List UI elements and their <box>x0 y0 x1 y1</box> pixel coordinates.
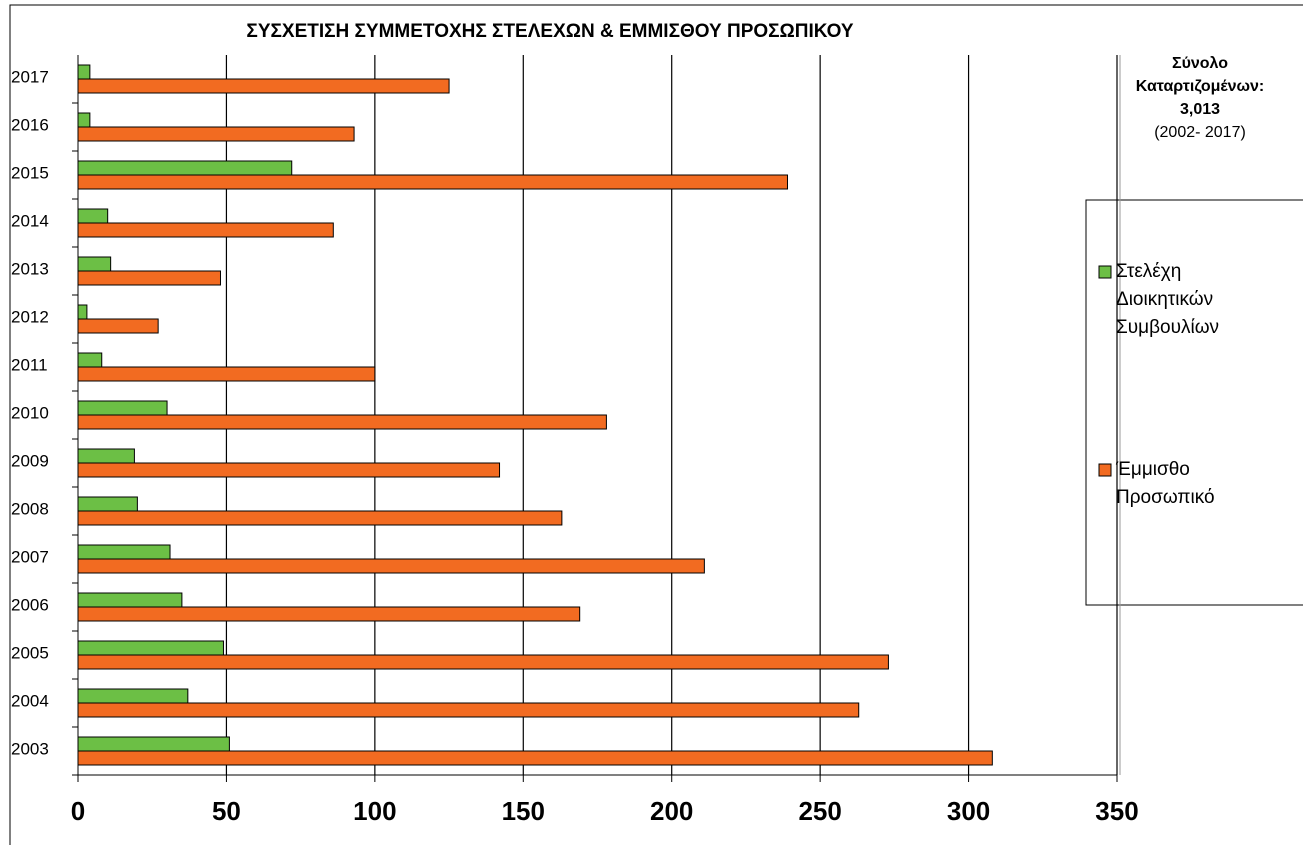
bar <box>77 352 103 368</box>
legend-swatch <box>1098 265 1112 279</box>
y-tick-label: 2006 <box>11 595 49 614</box>
bar <box>77 750 993 766</box>
bar <box>77 702 860 718</box>
bar <box>77 688 189 704</box>
chart-frame <box>9 4 1303 845</box>
y-tick-label: 2013 <box>11 259 49 278</box>
y-tick-label: 2016 <box>11 115 49 134</box>
bar <box>77 462 501 478</box>
y-tick-label: 2010 <box>11 403 49 422</box>
bar <box>77 400 168 416</box>
bar <box>77 256 112 272</box>
legend-label: Στελέχη Διοικητικών Συμβουλίων <box>1116 261 1219 338</box>
y-tick-label: 2007 <box>11 547 49 566</box>
bar <box>77 558 705 574</box>
x-tick-label: 100 <box>353 796 396 826</box>
bar <box>77 606 581 622</box>
x-tick-label: 200 <box>650 796 693 826</box>
y-tick-label: 2011 <box>11 355 48 374</box>
y-tick-label: 2009 <box>11 451 49 470</box>
x-tick-label: 50 <box>212 796 241 826</box>
bar <box>77 640 224 656</box>
bar <box>77 496 138 512</box>
y-tick-label: 2014 <box>11 211 49 230</box>
y-tick-label: 2005 <box>11 643 49 662</box>
bar <box>77 112 91 128</box>
y-tick-label: 2015 <box>11 163 49 182</box>
bar <box>77 510 563 526</box>
bar <box>77 160 293 176</box>
legend-label: Έμμισθο Προσωπικό <box>1115 459 1215 508</box>
x-tick-label: 0 <box>71 796 85 826</box>
x-tick-label: 250 <box>798 796 841 826</box>
annotation: (2002- 2017) <box>1154 124 1246 141</box>
annotation: Καταρτιζομένων: <box>1136 78 1264 95</box>
x-tick-label: 150 <box>502 796 545 826</box>
bar <box>77 654 889 670</box>
bar <box>77 174 788 190</box>
y-tick-label: 2012 <box>11 307 49 326</box>
bar <box>77 270 221 286</box>
bar <box>77 736 230 752</box>
bar <box>77 126 355 142</box>
bar <box>77 414 607 430</box>
x-tick-label: 350 <box>1095 796 1138 826</box>
y-tick-label: 2004 <box>11 691 49 710</box>
y-tick-label: 2008 <box>11 499 49 518</box>
bar <box>77 318 159 334</box>
legend-swatch <box>1098 463 1112 477</box>
bar <box>77 222 334 238</box>
bar <box>77 64 91 80</box>
bar <box>77 78 450 94</box>
y-tick-label: 2003 <box>11 739 49 758</box>
y-tick-label: 2017 <box>11 67 49 86</box>
bar <box>77 366 376 382</box>
bar <box>77 544 171 560</box>
x-tick-label: 300 <box>947 796 990 826</box>
bar <box>77 448 135 464</box>
annotation: Σύνολο <box>1172 55 1228 72</box>
bar <box>77 208 109 224</box>
bar <box>77 592 183 608</box>
chart-title: ΣΥΣΧΕΤΙΣΗ ΣΥΜΜΕΤΟΧΗΣ ΣΤΕΛΕΧΩΝ & ΕΜΜΙΣΘΟΥ… <box>246 21 853 42</box>
annotation: 3,013 <box>1180 101 1220 118</box>
legend-box <box>1085 199 1303 606</box>
bar <box>77 304 88 320</box>
